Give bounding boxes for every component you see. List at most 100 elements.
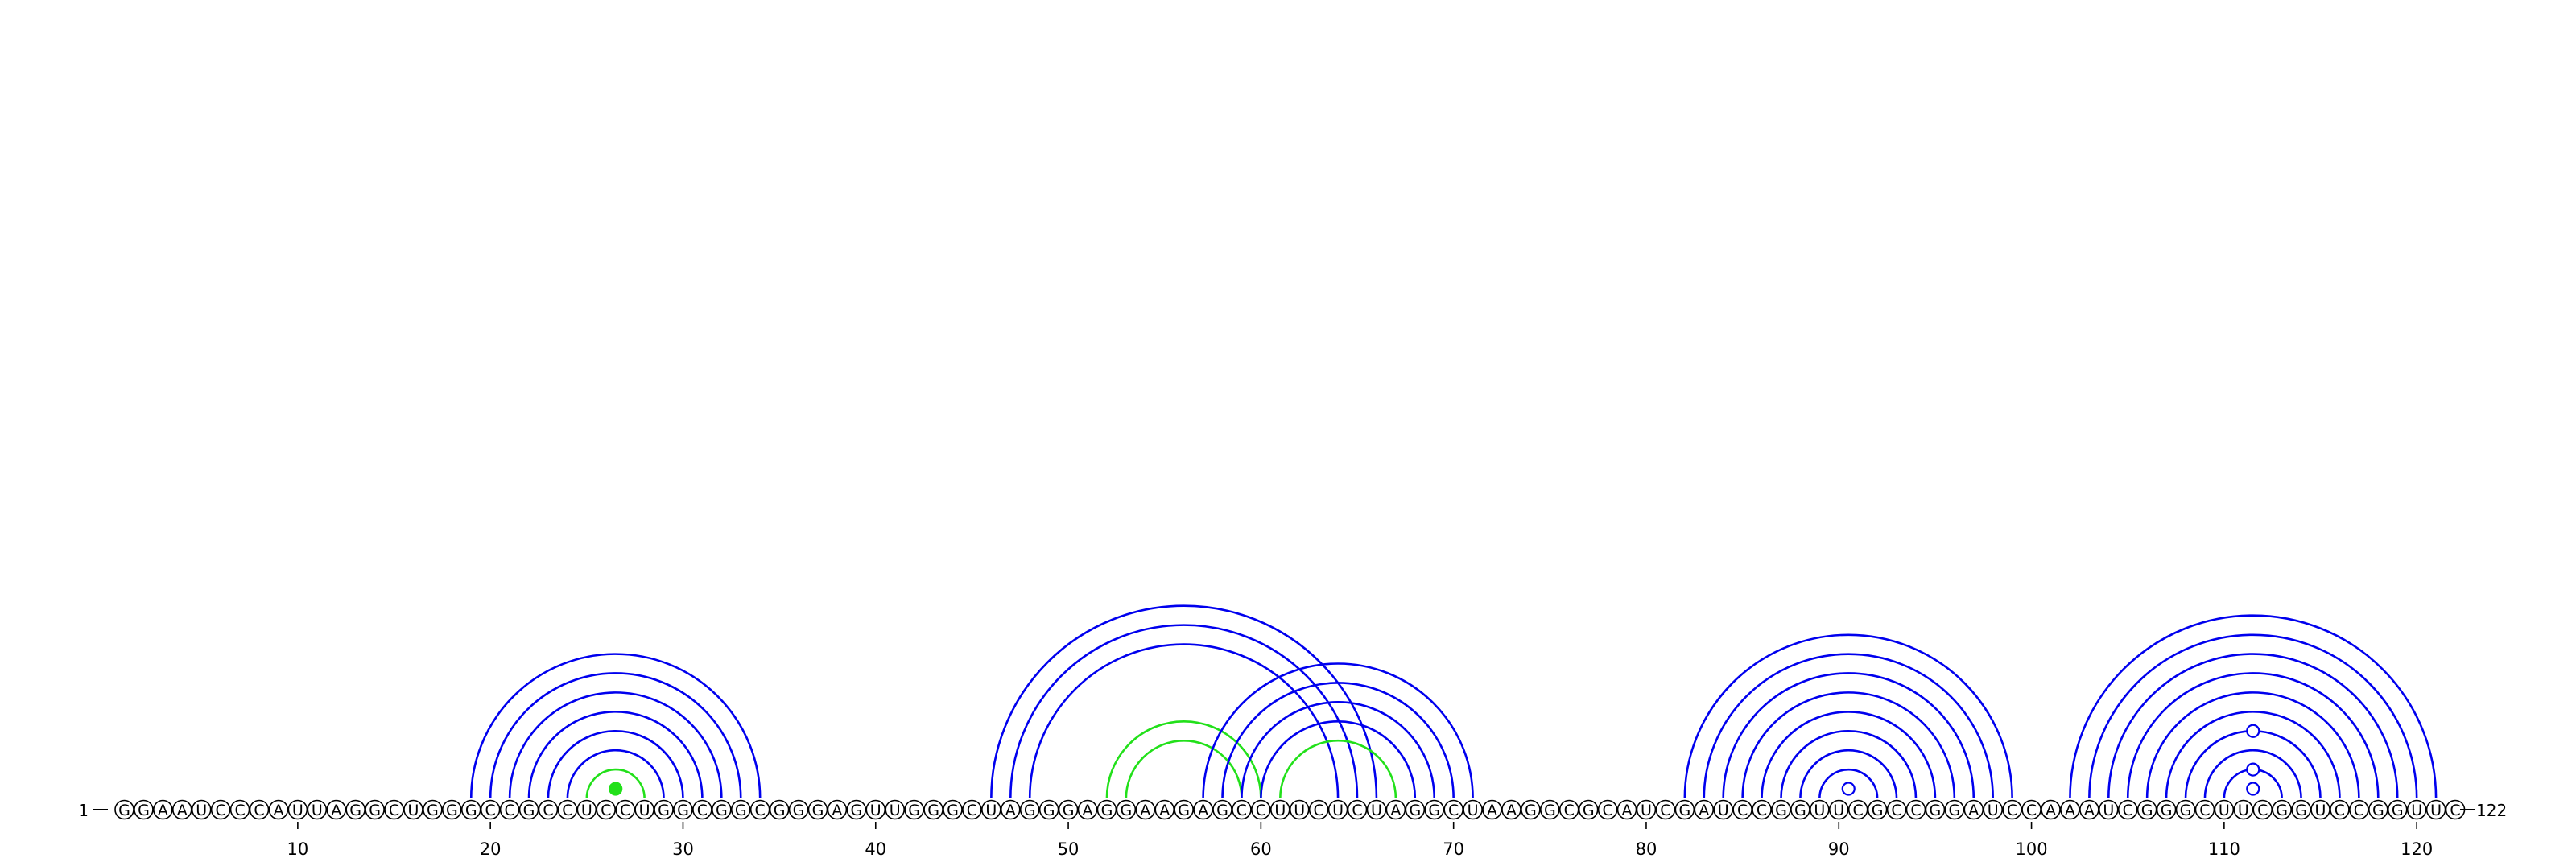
- base-letter-113: G: [2276, 802, 2288, 819]
- base-circle-92: [1867, 799, 1888, 820]
- arc-106-117: [2145, 691, 2360, 799]
- base-circle-90: [1828, 799, 1849, 820]
- base-letter-81: C: [1660, 802, 1670, 819]
- base-circle-58: [1212, 799, 1232, 820]
- base-letter-2: G: [138, 802, 150, 819]
- base-letter-96: G: [1948, 802, 1960, 819]
- base-circle-41: [885, 799, 905, 820]
- base-circle-113: [2272, 799, 2292, 820]
- base-circle-27: [615, 799, 635, 820]
- base-11: U: [307, 799, 328, 820]
- base-121: U: [2425, 799, 2446, 820]
- arc-104-119: [2107, 653, 2399, 799]
- base-letter-55: A: [1159, 802, 1170, 819]
- base-letter-98: U: [1988, 802, 1999, 819]
- base-letter-48: G: [1024, 802, 1036, 819]
- arc-86-95: [1761, 711, 1937, 799]
- arc-82-99: [1683, 633, 2013, 799]
- tick-label-120: 120: [2401, 839, 2433, 858]
- base-letter-60: C: [1256, 802, 1266, 819]
- base-circle-105: [2117, 799, 2138, 820]
- base-circle-30: [673, 799, 693, 820]
- base-circle-43: [923, 799, 943, 820]
- base-letter-74: G: [1525, 802, 1537, 819]
- base-letter-45: C: [967, 802, 977, 819]
- tick-label-40: 40: [865, 839, 886, 858]
- base-circle-1: [114, 799, 134, 820]
- base-53: G: [1116, 799, 1137, 820]
- base-104: U: [2098, 799, 2119, 820]
- base-letter-36: G: [793, 802, 805, 819]
- base-letter-10: U: [292, 802, 303, 819]
- base-letter-23: C: [543, 802, 553, 819]
- base-circle-54: [1135, 799, 1156, 820]
- base-37: G: [807, 799, 828, 820]
- base-99: C: [2002, 799, 2022, 820]
- tick-label-50: 50: [1058, 839, 1080, 858]
- arc-25-28: [585, 768, 646, 799]
- base-84: U: [1713, 799, 1733, 820]
- base-circle-95: [1925, 799, 1946, 820]
- base-13: G: [345, 799, 365, 820]
- base-circle-74: [1521, 799, 1541, 820]
- base-circle-56: [1174, 799, 1194, 820]
- tick-label-60: 60: [1250, 839, 1272, 858]
- base-45: C: [962, 799, 982, 820]
- arc-57-71: [1202, 662, 1474, 799]
- base-circle-75: [1540, 799, 1560, 820]
- base-circle-22: [518, 799, 539, 820]
- base-circle-101: [2041, 799, 2061, 820]
- base-letter-28: U: [639, 802, 650, 819]
- base-1: G: [114, 799, 134, 820]
- base-circle-83: [1694, 799, 1715, 820]
- base-109: C: [2194, 799, 2215, 820]
- base-circle-55: [1154, 799, 1175, 820]
- base-27: C: [615, 799, 635, 820]
- base-circle-64: [1327, 799, 1348, 820]
- base-43: G: [923, 799, 943, 820]
- base-letter-32: G: [716, 802, 728, 819]
- base-41: U: [885, 799, 905, 820]
- base-85: C: [1732, 799, 1752, 820]
- base-49: G: [1038, 799, 1059, 820]
- base-circle-16: [403, 799, 423, 820]
- base-60: C: [1251, 799, 1271, 820]
- base-24: C: [557, 799, 578, 820]
- base-circle-20: [480, 799, 501, 820]
- base-circle-26: [596, 799, 617, 820]
- base-letter-116: C: [2334, 802, 2345, 819]
- base-letter-112: C: [2257, 802, 2268, 819]
- base-61: U: [1270, 799, 1290, 820]
- markers-layer: [609, 724, 2260, 796]
- base-letter-66: U: [1371, 802, 1382, 819]
- base-21: C: [499, 799, 520, 820]
- base-circle-6: [210, 799, 231, 820]
- base-circle-53: [1116, 799, 1137, 820]
- base-circle-39: [846, 799, 867, 820]
- base-circle-117: [2349, 799, 2369, 820]
- base-circle-112: [2252, 799, 2273, 820]
- arc-marker-2: [1841, 782, 1856, 796]
- base-29: G: [654, 799, 674, 820]
- base-letter-14: G: [369, 802, 381, 819]
- base-6: C: [210, 799, 231, 820]
- base-letter-84: U: [1718, 802, 1729, 819]
- base-letter-65: C: [1352, 802, 1362, 819]
- base-circle-15: [384, 799, 404, 820]
- base-letter-97: A: [1968, 802, 1979, 819]
- base-letter-4: A: [177, 802, 188, 819]
- base-letter-87: G: [1775, 802, 1787, 819]
- base-circle-99: [2002, 799, 2022, 820]
- base-26: C: [596, 799, 617, 820]
- base-letter-106: G: [2141, 802, 2153, 819]
- base-letter-31: C: [697, 802, 708, 819]
- base-94: C: [1905, 799, 1926, 820]
- base-letter-120: U: [2411, 802, 2422, 819]
- arc-109-114: [2203, 749, 2302, 799]
- base-71: U: [1463, 799, 1483, 820]
- base-36: G: [788, 799, 809, 820]
- base-letter-44: G: [947, 802, 959, 819]
- base-circle-108: [2175, 799, 2196, 820]
- base-circle-68: [1405, 799, 1426, 820]
